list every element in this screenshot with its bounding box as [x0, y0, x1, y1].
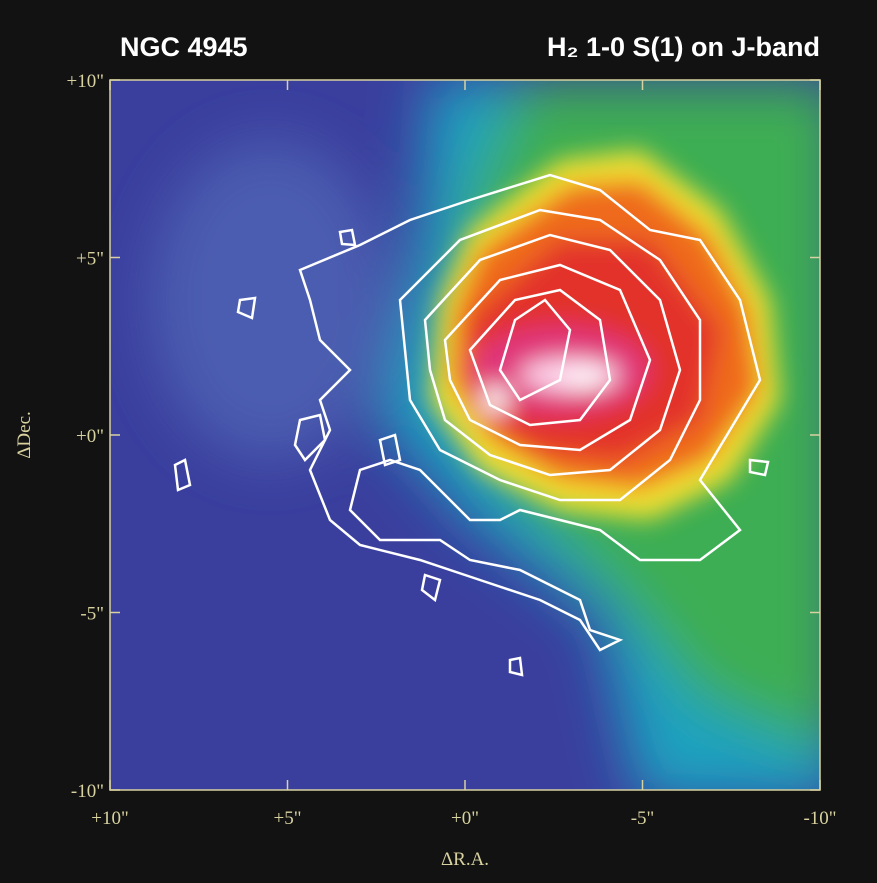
- x-tick-label: -10": [803, 808, 836, 829]
- y-tick-label: +10": [67, 71, 104, 92]
- y-tick-label: -5": [80, 604, 104, 625]
- y-tick-label: -10": [71, 781, 104, 802]
- sky-image: [110, 80, 840, 800]
- x-tick-label: +0": [451, 808, 479, 829]
- x-axis-label: ΔR.A.: [441, 849, 489, 870]
- x-tick-label: -5": [631, 808, 655, 829]
- chart-title: NGC 4945: [120, 32, 248, 62]
- figure: NGC 4945 H₂ 1-0 S(1) on J-band ΔR.A. ΔDe…: [0, 0, 877, 883]
- y-tick-label: +0": [76, 426, 104, 447]
- y-tick-label: +5": [76, 249, 104, 270]
- x-tick-label: +10": [91, 808, 128, 829]
- chart-subtitle: H₂ 1-0 S(1) on J-band: [547, 32, 820, 62]
- x-tick-label: +5": [274, 808, 302, 829]
- y-axis-label: ΔDec.: [14, 411, 35, 459]
